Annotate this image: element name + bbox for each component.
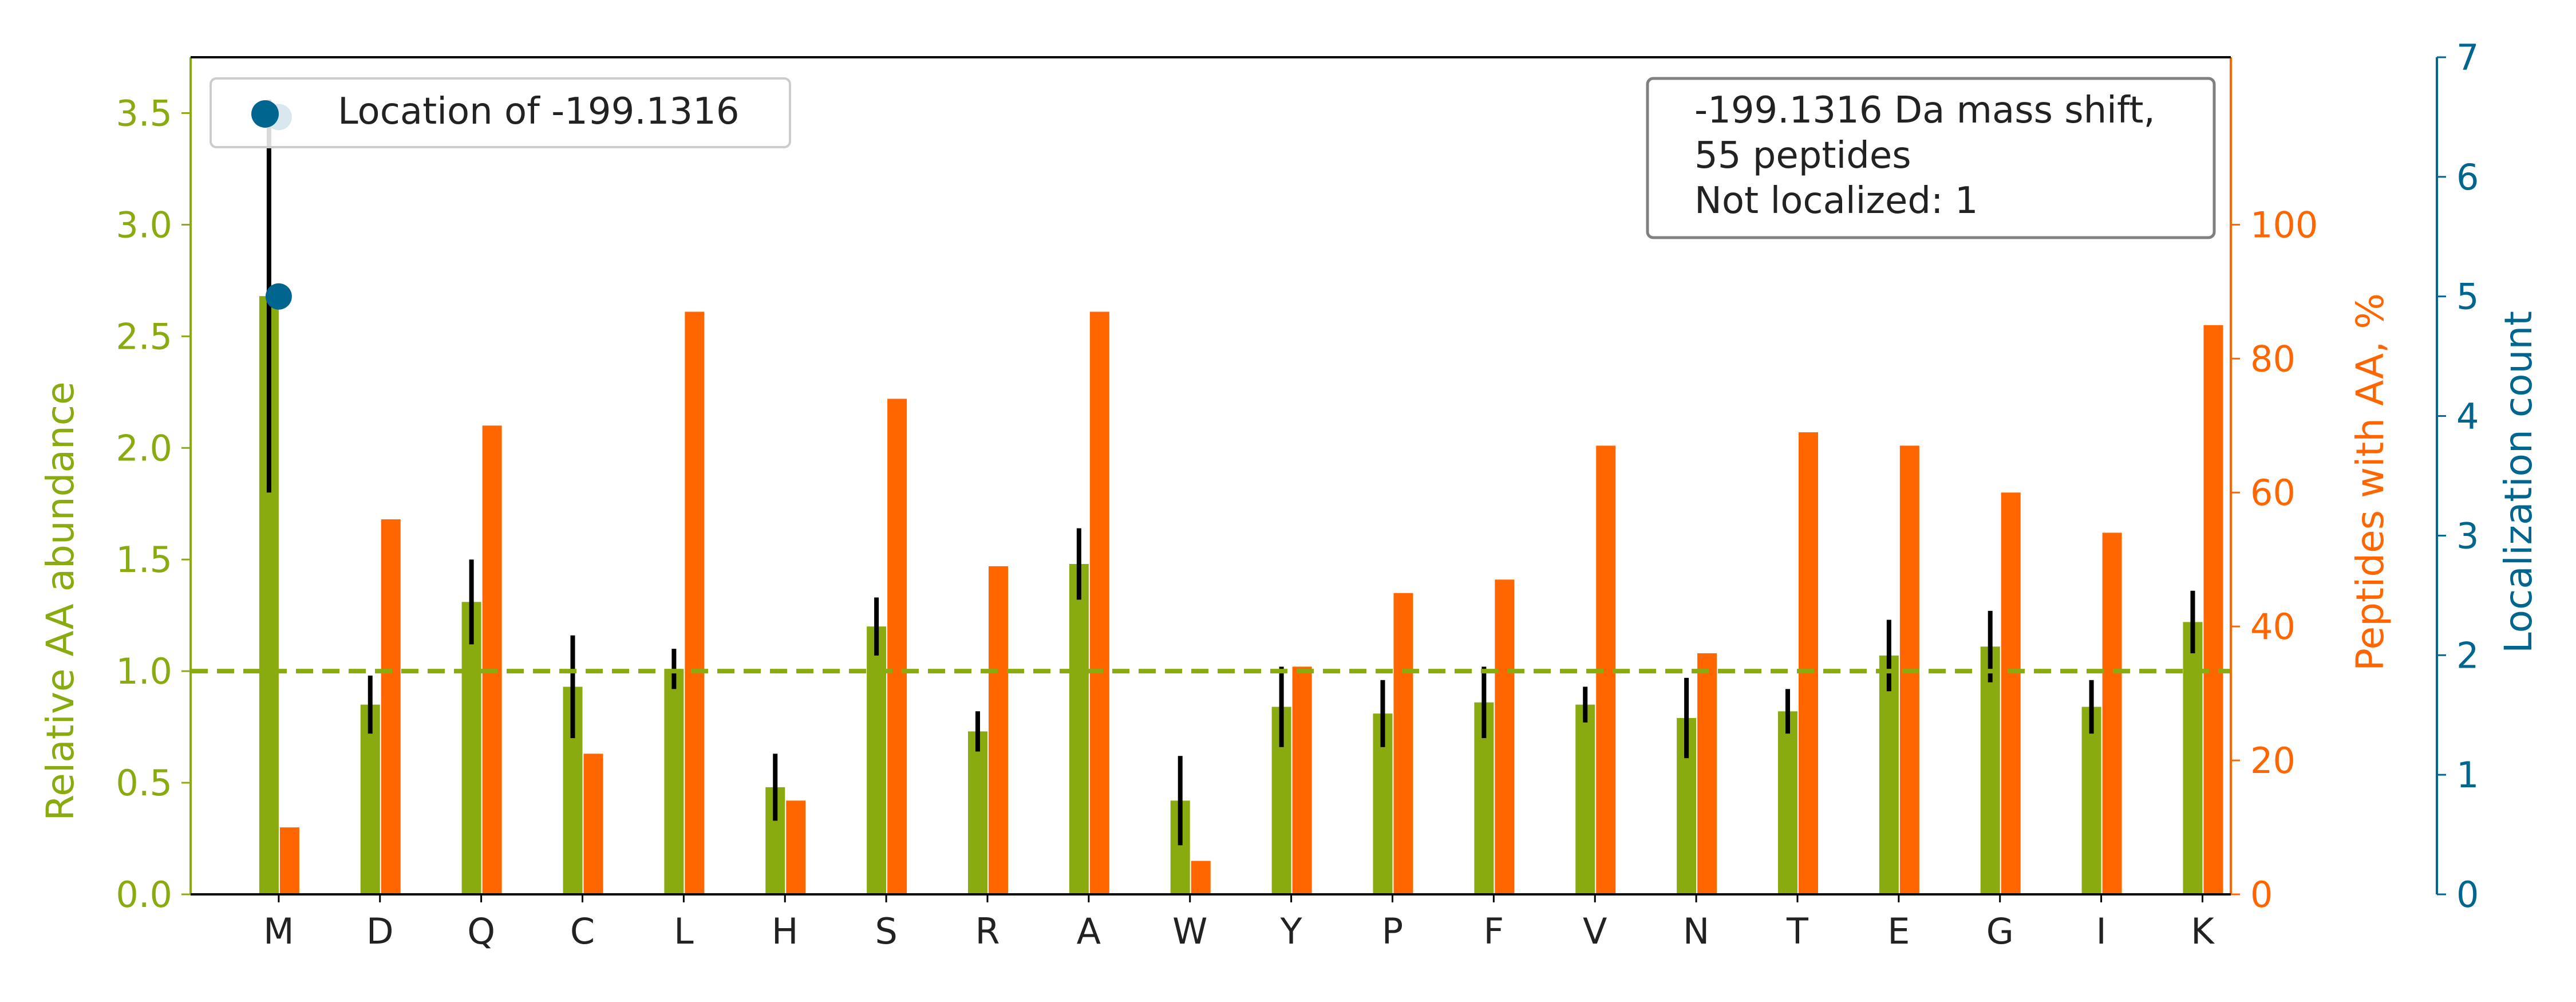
bar-abundance-D bbox=[360, 704, 380, 894]
bar-peptides-H bbox=[786, 800, 806, 894]
right-tick-label-3: 60 bbox=[2250, 472, 2296, 514]
bar-abundance-E bbox=[1879, 655, 1899, 894]
bar-abundance-R bbox=[967, 731, 987, 894]
bar-abundance-T bbox=[1777, 711, 1797, 894]
far-right-tick-label-7: 7 bbox=[2456, 37, 2479, 78]
far-right-tick-label-5: 5 bbox=[2456, 276, 2479, 318]
left-tick-label-2: 1.0 bbox=[116, 650, 172, 692]
left-tick-label-0: 0.0 bbox=[116, 874, 172, 916]
x-tick-label-Q: Q bbox=[467, 910, 495, 952]
right-tick-label-5: 100 bbox=[2250, 204, 2318, 246]
x-tick-label-S: S bbox=[875, 910, 897, 952]
bar-abundance-A bbox=[1069, 563, 1089, 894]
x-tick-label-F: F bbox=[1484, 910, 1504, 952]
x-tick-label-V: V bbox=[1583, 910, 1607, 952]
annotation-line-1: -199.1316 Da mass shift, bbox=[1694, 89, 2155, 132]
bar-peptides-F bbox=[1495, 579, 1515, 894]
location-point-2 bbox=[265, 283, 292, 310]
bar-abundance-L bbox=[664, 669, 684, 894]
x-tick-label-W: W bbox=[1172, 910, 1207, 952]
x-tick-label-L: L bbox=[674, 910, 694, 952]
bars-layer bbox=[259, 100, 2223, 894]
right-tick-label-2: 40 bbox=[2250, 606, 2296, 648]
x-tick-label-T: T bbox=[1786, 910, 1809, 952]
bar-peptides-K bbox=[2203, 325, 2223, 894]
bar-abundance-Q bbox=[461, 602, 481, 894]
x-tick-label-H: H bbox=[772, 910, 799, 952]
bar-peptides-R bbox=[988, 566, 1008, 894]
bar-peptides-S bbox=[887, 399, 907, 894]
bar-peptides-N bbox=[1697, 653, 1717, 894]
x-tick-label-D: D bbox=[366, 910, 394, 952]
bar-peptides-Y bbox=[1292, 666, 1312, 894]
annotation-frame bbox=[1646, 77, 2216, 239]
bar-peptides-I bbox=[2102, 532, 2122, 894]
left-tick-label-5: 2.5 bbox=[116, 315, 172, 357]
left-tick-label-1: 0.5 bbox=[116, 762, 172, 804]
legend-frame bbox=[210, 77, 791, 148]
x-tick-label-E: E bbox=[1887, 910, 1910, 952]
x-tick-label-Y: Y bbox=[1280, 910, 1302, 952]
bar-peptides-D bbox=[381, 519, 401, 894]
bar-abundance-S bbox=[867, 626, 887, 894]
bar-peptides-T bbox=[1798, 432, 1818, 894]
bar-abundance-I bbox=[2081, 707, 2101, 894]
bar-abundance-V bbox=[1575, 704, 1595, 894]
bar-peptides-G bbox=[2001, 492, 2021, 894]
axes-layer: M D Q C L H S R A W Y P F V N T E G I K 0.0 0.5 1.0 1.5 2.0 2.5 3.… bbox=[116, 37, 2479, 952]
legend-label: Location of -199.1316 bbox=[338, 90, 740, 133]
bar-abundance-G bbox=[1980, 646, 2000, 894]
bar-peptides-W bbox=[1191, 861, 1211, 894]
right-tick-label-0: 0 bbox=[2250, 874, 2273, 916]
far-right-tick-label-1: 1 bbox=[2456, 754, 2479, 796]
x-tick-label-N: N bbox=[1683, 910, 1709, 952]
x-tick-label-G: G bbox=[1986, 910, 2014, 952]
x-tick-label-P: P bbox=[1382, 910, 1403, 952]
left-tick-label-7: 3.5 bbox=[116, 92, 172, 134]
left-tick-label-6: 3.0 bbox=[116, 204, 172, 246]
bar-peptides-C bbox=[583, 754, 603, 894]
legend-marker bbox=[251, 100, 279, 128]
right-tick-label-1: 20 bbox=[2250, 740, 2296, 782]
right-axis-title: Peptides with AA, % bbox=[2348, 293, 2392, 671]
bar-peptides-Q bbox=[482, 425, 502, 894]
far-right-tick-label-3: 3 bbox=[2456, 515, 2479, 557]
x-tick-label-C: C bbox=[570, 910, 595, 952]
x-tick-label-I: I bbox=[2096, 910, 2106, 952]
bar-peptides-A bbox=[1089, 311, 1109, 894]
left-tick-label-3: 1.5 bbox=[116, 539, 172, 581]
bar-abundance-K bbox=[2183, 622, 2203, 894]
annotation-line-2: 55 peptides bbox=[1694, 135, 1911, 177]
x-tick-label-M: M bbox=[263, 910, 294, 952]
far-right-tick-label-2: 2 bbox=[2456, 634, 2479, 676]
x-tick-label-R: R bbox=[975, 910, 999, 952]
bar-peptides-P bbox=[1393, 593, 1413, 894]
left-tick-label-4: 2.0 bbox=[116, 427, 172, 469]
legend: Location of -199.1316 bbox=[210, 77, 791, 148]
far-right-axis-title: Localization count bbox=[2496, 311, 2541, 653]
x-tick-label-K: K bbox=[2191, 910, 2215, 952]
bar-peptides-M bbox=[279, 827, 299, 894]
annotation-box: -199.1316 Da mass shift, 55 peptides Not… bbox=[1646, 77, 2216, 239]
annotation-line-3: Not localized: 1 bbox=[1694, 180, 1978, 222]
far-right-tick-label-4: 4 bbox=[2456, 396, 2479, 437]
far-right-tick-label-0: 0 bbox=[2456, 874, 2479, 916]
x-tick-label-A: A bbox=[1077, 910, 1101, 952]
far-right-tick-label-6: 6 bbox=[2456, 156, 2479, 198]
right-tick-label-4: 80 bbox=[2250, 338, 2296, 380]
left-axis-title: Relative AA abundance bbox=[38, 381, 82, 820]
bar-peptides-L bbox=[685, 311, 705, 894]
